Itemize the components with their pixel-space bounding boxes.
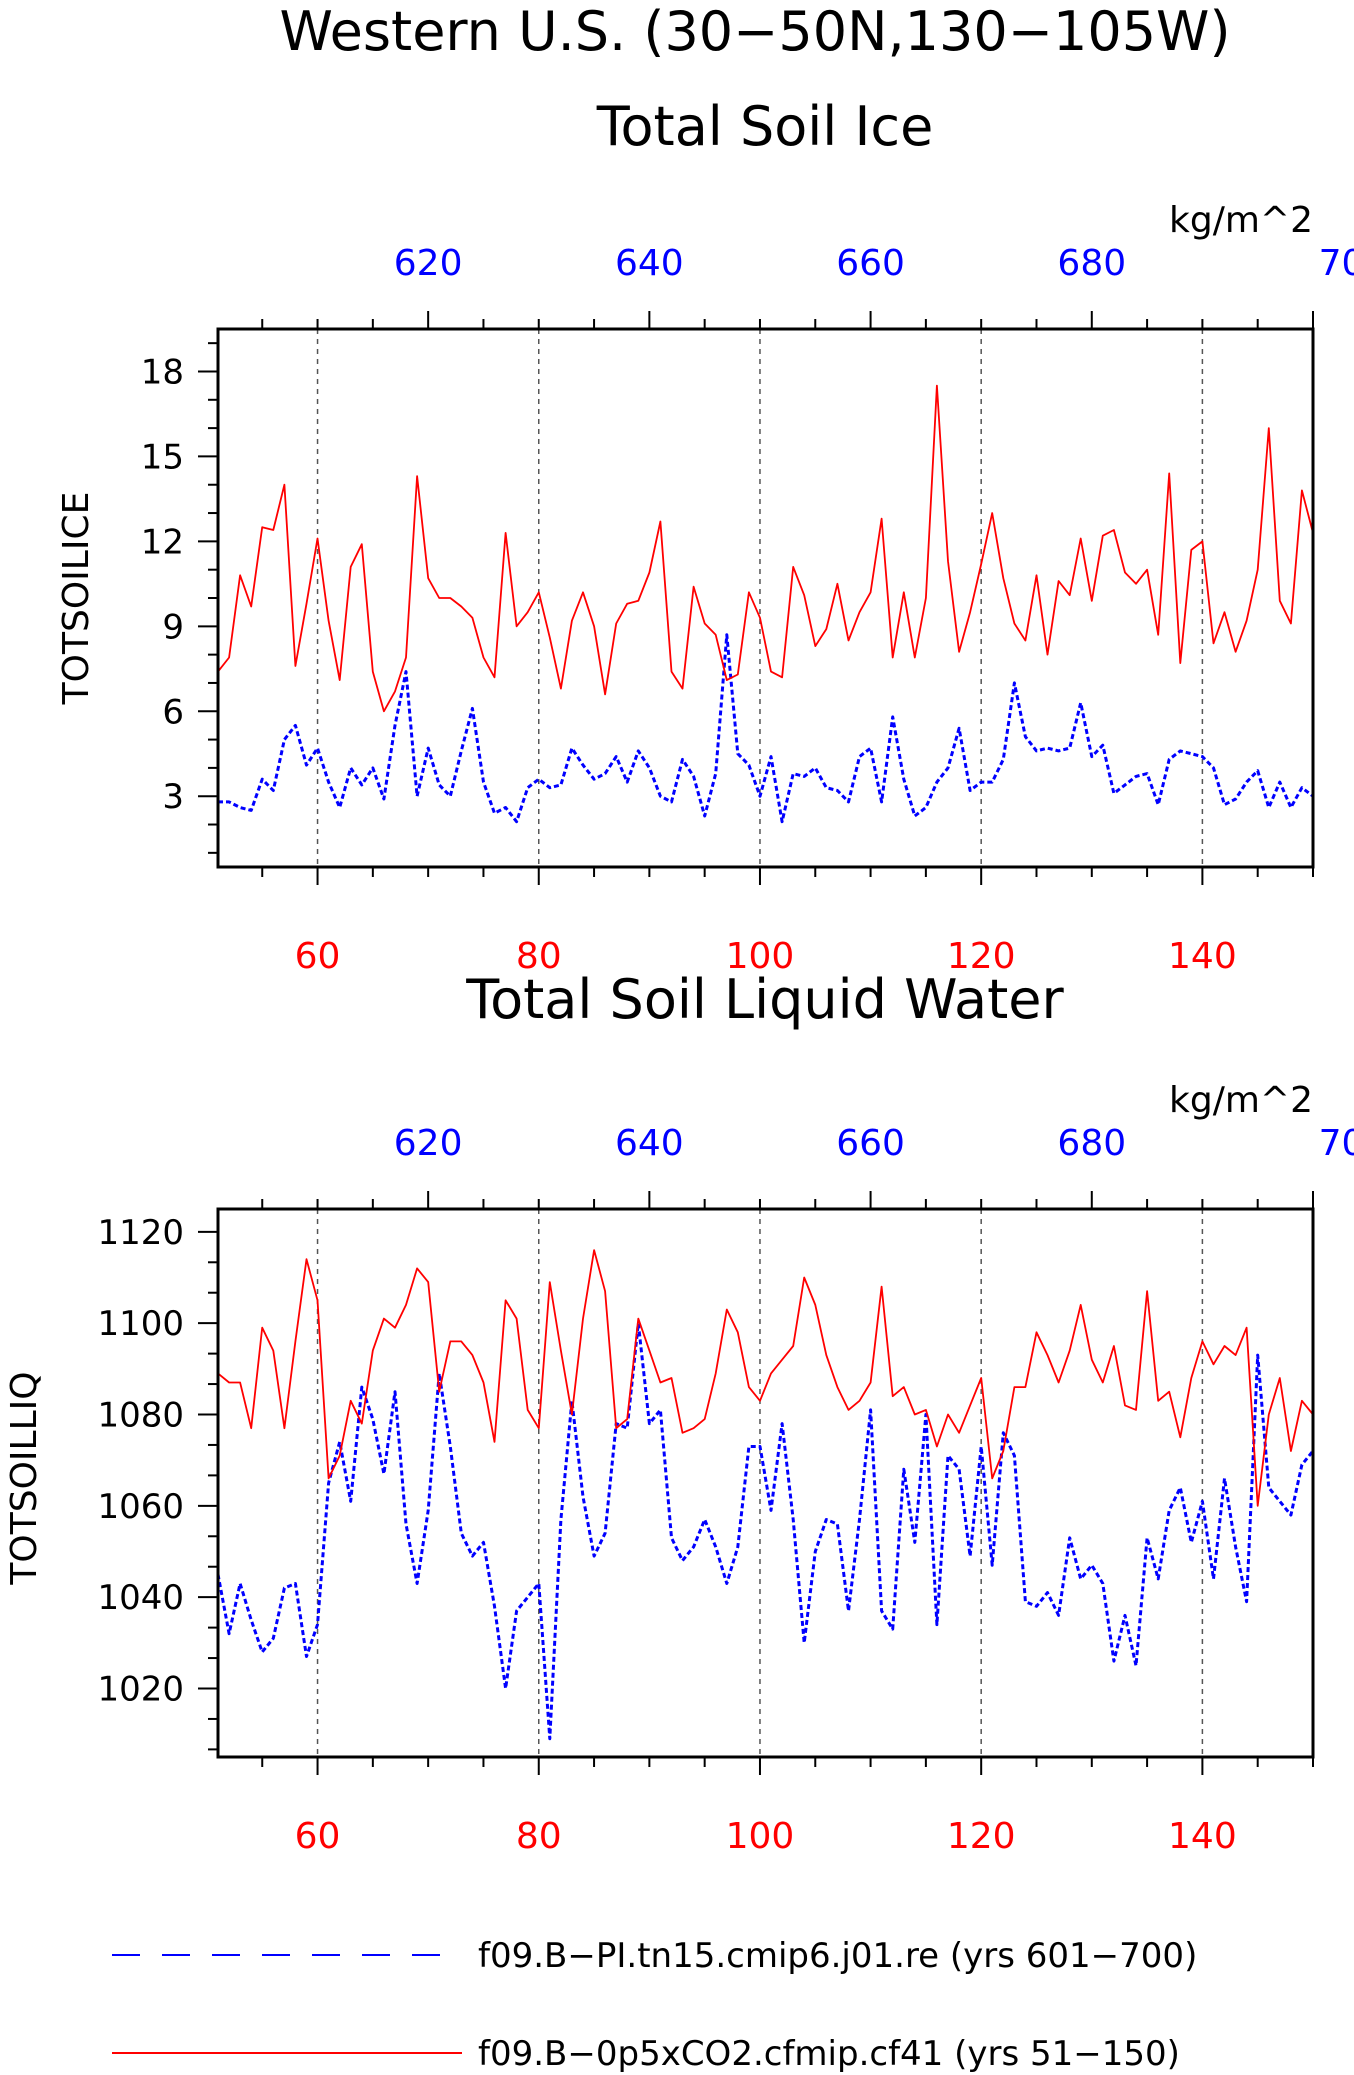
plot-frame (216, 327, 1315, 869)
series-line-0p5xco2 (217, 384, 1314, 713)
top-tick-label: 620 (394, 1123, 463, 1164)
units-label: kg/m^2 (1169, 200, 1313, 241)
y-axis: 3 6 9 12 15 18 (141, 342, 218, 854)
y-axis: 1020 1040 1060 1080 1100 1120 (97, 1213, 218, 1751)
series-line-0p5xco2 (217, 1249, 1314, 1507)
series-lines (216, 1249, 1315, 1741)
top-tick-label: 640 (615, 243, 684, 284)
panel-title: Total Soil Ice (596, 95, 934, 158)
x-tick-label: 100 (726, 936, 795, 977)
y-tick-label: 15 (141, 437, 184, 477)
y-tick-label: 12 (141, 522, 184, 562)
vertical-gridlines (316, 1209, 1204, 1757)
top-tick-label: 680 (1057, 243, 1126, 284)
y-axis-label: TOTSOILICE (56, 492, 97, 706)
top-tick-label: 620 (394, 243, 463, 284)
x-tick-label: 120 (947, 936, 1016, 977)
y-tick-label: 1080 (97, 1396, 184, 1436)
x-tick-label: 80 (516, 936, 562, 977)
y-tick-label: 9 (162, 607, 184, 647)
legend-label-red: f09.B−0p5xCO2.cfmip.cf41 (yrs 51−150) (478, 2034, 1180, 2074)
units-label: kg/m^2 (1169, 1080, 1313, 1121)
x-tick-label: 60 (295, 936, 341, 977)
y-tick-label: 1120 (97, 1213, 184, 1253)
x-tick-label: 80 (516, 1816, 562, 1857)
series-lines (217, 384, 1314, 824)
y-tick-label: 1020 (97, 1670, 184, 1710)
top-tick-label: 640 (615, 1123, 684, 1164)
y-tick-label: 1100 (97, 1304, 184, 1344)
top-tick-label: 660 (836, 1123, 905, 1164)
series-line-pi-control (216, 1321, 1315, 1741)
figure-title: Western U.S. (30−50N,130−105W) (279, 0, 1230, 63)
y-tick-label: 6 (162, 692, 184, 732)
panel-soil-liquid: Total Soil Liquid Water kg/m^2 TOTSOILLI… (4, 968, 1354, 1857)
panel-title: Total Soil Liquid Water (465, 968, 1064, 1031)
x-tick-label: 140 (1168, 936, 1237, 977)
x-tick-label: 60 (295, 1816, 341, 1857)
top-tick-label: 700 (1319, 1123, 1354, 1164)
bottom-x-axis: 60 80 100 120 140 (261, 867, 1314, 977)
series-line-pi-control (218, 633, 1314, 824)
top-tick-label: 660 (836, 243, 905, 284)
x-tick-label: 120 (947, 1816, 1016, 1857)
x-tick-label: 100 (726, 1816, 795, 1857)
top-tick-label: 700 (1319, 243, 1354, 284)
top-x-axis: 620 640 660 680 700 (261, 1123, 1354, 1209)
legend-label-blue: f09.B−PI.tn15.cmip6.j01.re (yrs 601−700) (478, 1936, 1197, 1976)
y-tick-label: 18 (141, 352, 184, 392)
top-tick-label: 680 (1057, 1123, 1126, 1164)
panel-soil-ice: Total Soil Ice kg/m^2 TOTSOILICE 620 640 6… (56, 95, 1354, 977)
y-tick-label: 1060 (97, 1487, 184, 1527)
y-axis-label: TOTSOILLIQ (4, 1371, 45, 1585)
y-tick-label: 3 (162, 777, 184, 817)
y-tick-label: 1040 (97, 1578, 184, 1618)
top-x-axis: 620 640 660 680 700 (261, 243, 1354, 329)
plot-frame (216, 1207, 1315, 1759)
legend: f09.B−PI.tn15.cmip6.j01.re (yrs 601−700)… (112, 1936, 1197, 2074)
x-tick-label: 140 (1168, 1816, 1237, 1857)
bottom-x-axis: 60 80 100 120 140 (261, 1757, 1314, 1857)
